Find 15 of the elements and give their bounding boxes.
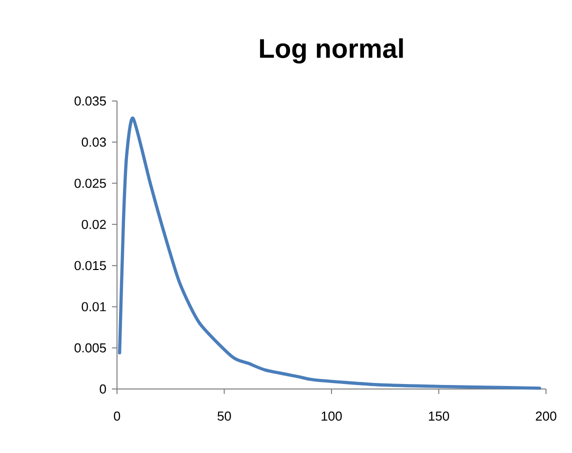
x-tick-label: 100 (322, 412, 342, 421)
y-tick-label: 0.03 (82, 138, 106, 147)
y-tick-label: 0.035 (74, 96, 106, 106)
x-tick-label: 0 (114, 412, 120, 421)
x-tick-label: 50 (218, 412, 231, 421)
x-tick-label: 150 (428, 412, 450, 421)
y-tick-label: 0.02 (82, 220, 106, 230)
y-tick-label: 0.015 (74, 260, 106, 270)
y-tick-label: 0.025 (74, 178, 106, 188)
x-tick-label: 200 (536, 412, 556, 421)
y-tick-label: 0.01 (82, 302, 106, 312)
y-tick-label: 0 (100, 384, 106, 394)
line-series (118, 116, 542, 390)
chart-title: Log normal (260, 38, 403, 64)
y-tick-label: 0.005 (74, 343, 106, 352)
